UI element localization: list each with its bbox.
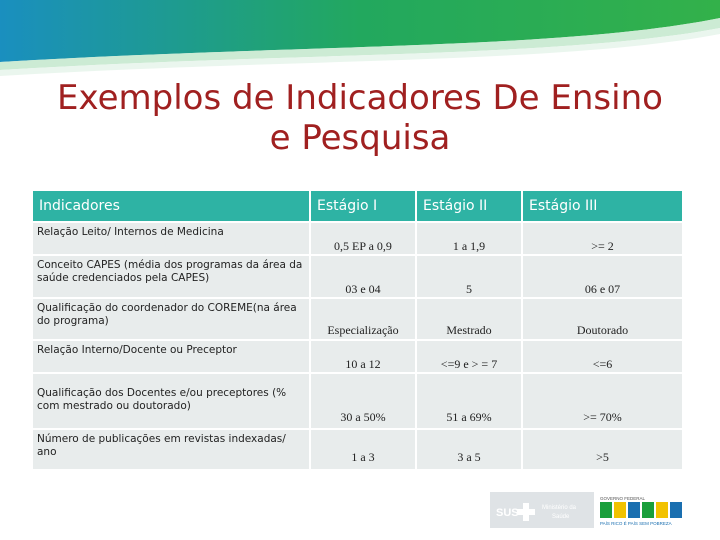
indicator-name: Conceito CAPES (média dos programas da á… — [33, 254, 311, 298]
ministry-line-1: Ministério da — [542, 505, 577, 511]
health-cross-icon — [517, 503, 535, 521]
indicator-name: Qualificação dos Docentes e/ou preceptor… — [33, 372, 311, 429]
value-estagio-3: >= 2 — [522, 221, 682, 255]
ministry-line-2: Saúde — [552, 514, 570, 520]
indicator-name: Relação Interno/Docente ou Preceptor — [33, 339, 311, 373]
title-line-2: e Pesquisa — [269, 118, 451, 158]
table-row: Qualificação do coordenador do COREME(na… — [33, 297, 682, 340]
table-row: Conceito CAPES (média dos programas da á… — [33, 254, 682, 298]
indicator-name: Relação Leito/ Internos de Medicina — [33, 221, 311, 255]
value-estagio-1: 30 a 50% — [310, 372, 417, 429]
sus-logo-text: SUS — [496, 507, 519, 519]
table-row: Qualificação dos Docentes e/ou preceptor… — [33, 372, 682, 429]
brasil-logo-top: GOVERNO FEDERAL — [600, 496, 646, 501]
value-estagio-3: <=6 — [522, 339, 682, 373]
indicator-name: Número de publicações em revistas indexa… — [33, 428, 311, 469]
value-estagio-3: Doutorado — [522, 297, 682, 340]
value-estagio-1: 0,5 EP a 0,9 — [310, 221, 417, 255]
value-estagio-3: >5 — [522, 428, 682, 469]
value-estagio-1: Especialização — [310, 297, 417, 340]
header-estagio-2: Estágio II — [416, 191, 523, 222]
table-row: Relação Interno/Docente ou Preceptor 10 … — [33, 339, 682, 373]
value-estagio-1: 10 a 12 — [310, 339, 417, 373]
value-estagio-3: >= 70% — [522, 372, 682, 429]
table-row: Relação Leito/ Internos de Medicina 0,5 … — [33, 221, 682, 255]
sus-logo-backdrop — [490, 492, 594, 528]
value-estagio-2: 1 a 1,9 — [416, 221, 523, 255]
value-estagio-2: Mestrado — [416, 297, 523, 340]
value-estagio-2: <=9 e > = 7 — [416, 339, 523, 373]
title-line-1: Exemplos de Indicadores De Ensino — [57, 78, 663, 118]
value-estagio-1: 1 a 3 — [310, 428, 417, 469]
page-title: Exemplos de Indicadores De Ensino e Pesq… — [30, 78, 690, 158]
value-estagio-2: 51 a 69% — [416, 372, 523, 429]
table-header-row: Indicadores Estágio I Estágio II Estágio… — [33, 191, 682, 222]
value-estagio-2: 5 — [416, 254, 523, 298]
brasil-slogan: PAÍS RICO É PAÍS SEM POBREZA — [600, 520, 672, 526]
decorative-wave-band — [0, 0, 720, 76]
table-row: Número de publicações em revistas indexa… — [33, 428, 682, 469]
brasil-logo — [600, 502, 682, 518]
value-estagio-3: 06 e 07 — [522, 254, 682, 298]
government-logos: SUS Ministério da Saúde GOVERNO FEDERAL … — [490, 492, 682, 528]
indicators-table: Indicadores Estágio I Estágio II Estágio… — [33, 191, 682, 469]
header-estagio-1: Estágio I — [310, 191, 417, 222]
value-estagio-1: 03 e 04 — [310, 254, 417, 298]
indicator-name: Qualificação do coordenador do COREME(na… — [33, 297, 311, 340]
header-indicadores: Indicadores — [33, 191, 311, 222]
header-estagio-3: Estágio III — [522, 191, 682, 222]
value-estagio-2: 3 a 5 — [416, 428, 523, 469]
